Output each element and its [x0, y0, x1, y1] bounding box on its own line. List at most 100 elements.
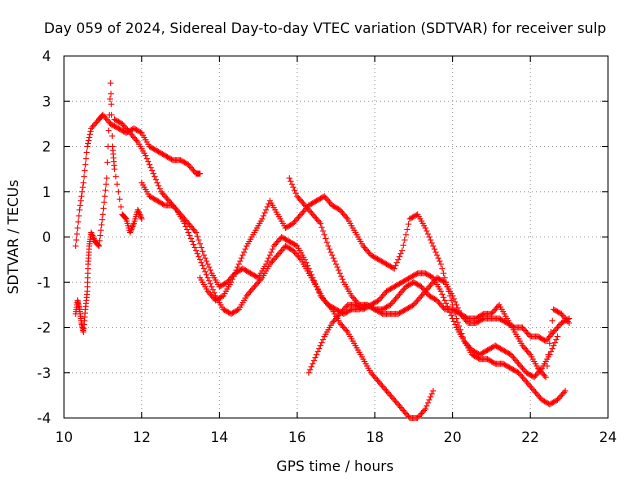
- data-point: [269, 246, 276, 253]
- data-point: [422, 224, 429, 231]
- data-point: [309, 360, 316, 367]
- data-point: [81, 173, 88, 180]
- data-point: [84, 143, 91, 150]
- data-point: [287, 178, 294, 185]
- data-point: [112, 173, 119, 180]
- data-point: [428, 240, 435, 247]
- data-point: [413, 270, 420, 277]
- y-tick-label: 3: [42, 94, 51, 110]
- y-axis-tick-labels: 4 3 2 1 0 -1 -2 -3 -4: [37, 49, 51, 427]
- data-point: [108, 101, 115, 108]
- data-point: [206, 264, 213, 271]
- data-point: [339, 276, 346, 283]
- data-point: [114, 181, 121, 188]
- data-point: [239, 252, 246, 259]
- data-point: [206, 277, 213, 284]
- x-axis-label: GPS time / hours: [276, 459, 393, 475]
- data-point: [321, 231, 328, 238]
- y-axis-label: SDTVAR / TECUs: [6, 180, 22, 295]
- data-point: [150, 170, 157, 177]
- data-point: [108, 111, 115, 118]
- data-point: [265, 200, 272, 207]
- data-point: [288, 181, 295, 188]
- axis-ticks: [63, 55, 609, 419]
- y-tick-label: 1: [42, 185, 51, 201]
- data-point: [85, 137, 92, 144]
- data-point: [202, 268, 209, 275]
- data-point: [152, 176, 159, 183]
- y-tick-label: -1: [37, 275, 51, 291]
- data-point: [308, 363, 315, 370]
- data-point: [391, 265, 398, 272]
- data-point: [107, 80, 114, 87]
- data-point: [401, 237, 408, 244]
- data-point: [292, 190, 299, 197]
- data-point: [198, 259, 205, 266]
- data-point: [194, 250, 201, 257]
- data-point: [187, 235, 194, 242]
- data-point: [318, 224, 325, 231]
- data-point: [77, 202, 84, 209]
- data-point: [308, 271, 315, 278]
- data-point: [548, 348, 555, 355]
- data-point: [404, 226, 411, 233]
- data-point: [292, 242, 299, 249]
- data-point: [184, 226, 191, 233]
- data-point: [314, 348, 321, 355]
- data-point: [318, 339, 325, 346]
- y-tick-label: 0: [42, 230, 51, 246]
- data-point: [392, 262, 399, 269]
- data-point: [107, 90, 114, 97]
- data-point: [549, 345, 556, 352]
- data-point: [423, 227, 430, 234]
- data-point: [147, 164, 154, 171]
- data-point: [116, 196, 123, 203]
- data-point: [309, 274, 316, 281]
- data-point: [101, 199, 108, 206]
- data-point: [102, 187, 109, 194]
- data-point: [439, 291, 446, 298]
- data-point: [209, 286, 216, 293]
- y-tick-label: -2: [37, 321, 51, 337]
- data-point: [550, 342, 557, 349]
- data-point: [448, 297, 455, 304]
- data-point: [430, 387, 437, 394]
- data-point: [98, 221, 105, 228]
- data-point: [314, 286, 321, 293]
- data-point: [105, 127, 112, 134]
- x-tick-label: 12: [133, 430, 151, 446]
- y-tick-label: 4: [42, 49, 51, 65]
- data-point: [312, 354, 319, 361]
- data-point: [87, 128, 94, 135]
- data-point: [202, 255, 209, 262]
- data-point: [334, 264, 341, 271]
- data-point: [228, 279, 235, 286]
- data-point: [108, 122, 115, 129]
- data-point: [529, 373, 536, 380]
- data-point: [100, 205, 107, 212]
- data-point: [437, 288, 444, 295]
- data-point: [78, 193, 85, 200]
- data-point: [450, 318, 457, 325]
- data-point: [566, 319, 573, 326]
- data-point: [546, 340, 553, 347]
- data-point: [83, 149, 90, 156]
- data-point: [335, 267, 342, 274]
- data-point: [434, 252, 441, 259]
- data-point: [83, 155, 90, 162]
- data-point: [436, 258, 443, 265]
- data-point: [479, 311, 486, 318]
- data-point: [203, 271, 210, 278]
- data-point: [195, 237, 202, 244]
- series-track-g: [72, 80, 145, 336]
- data-point: [443, 300, 450, 307]
- data-point: [452, 321, 459, 328]
- data-point: [231, 270, 238, 277]
- data-point: [428, 273, 435, 280]
- data-point: [330, 255, 337, 262]
- data-point: [137, 129, 144, 136]
- data-point: [197, 240, 203, 247]
- data-point: [427, 237, 434, 244]
- data-point: [546, 351, 553, 358]
